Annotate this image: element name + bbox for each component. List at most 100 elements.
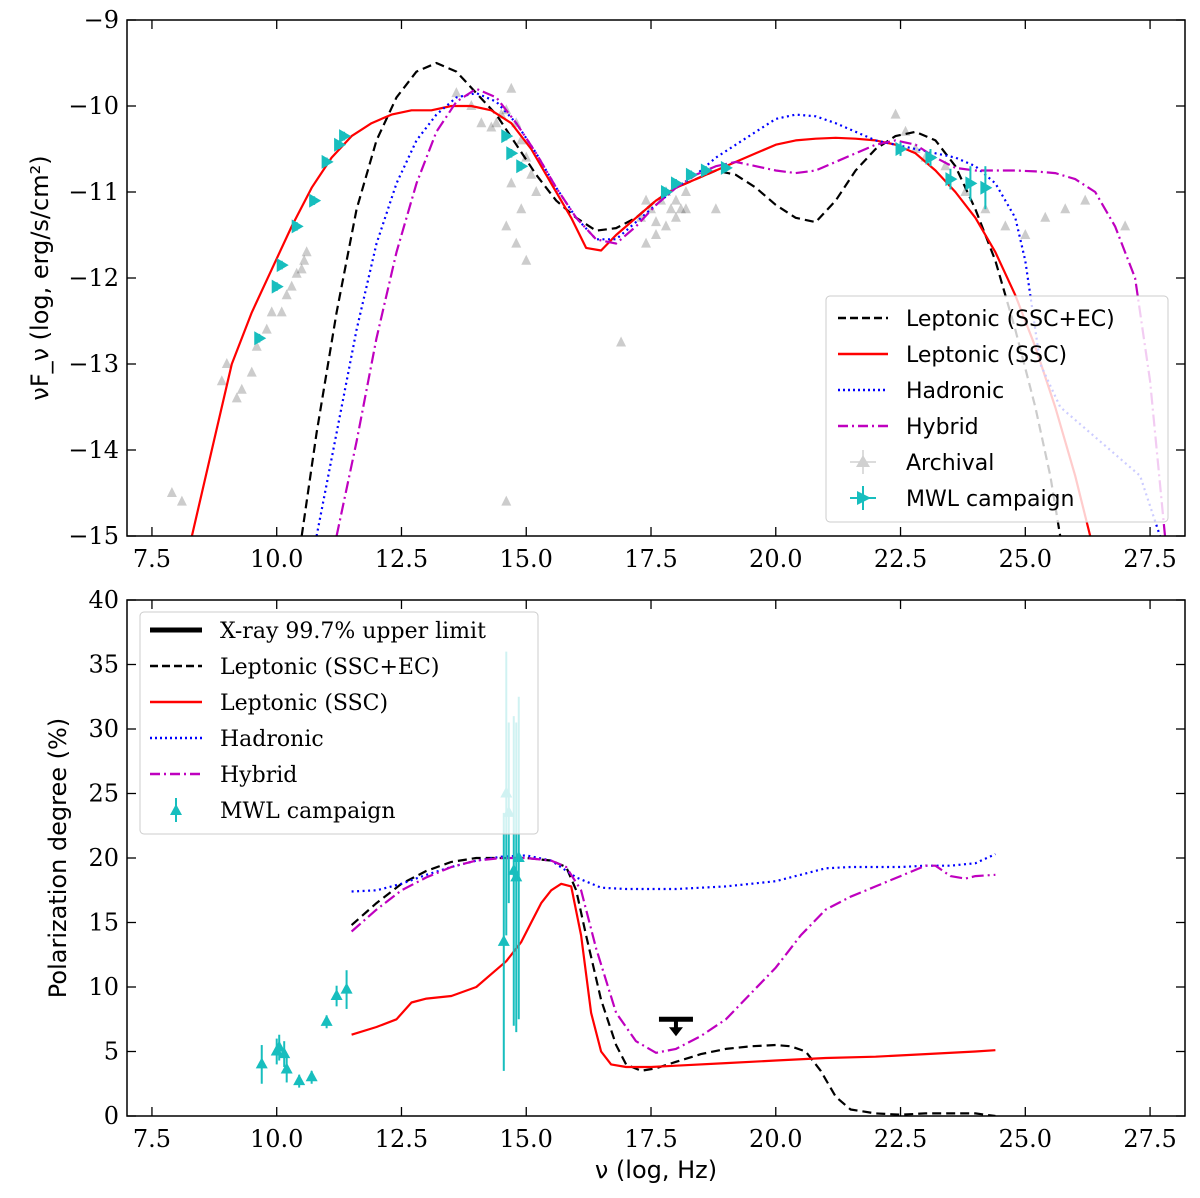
series-line-hadronic bbox=[351, 853, 996, 893]
archival-point bbox=[301, 246, 312, 257]
archival-point bbox=[890, 108, 901, 119]
upper-limit-marker bbox=[658, 1016, 693, 1037]
archival-point bbox=[176, 495, 187, 506]
legend-label-ssc: Leptonic (SSC) bbox=[220, 691, 388, 716]
series-line-hybrid bbox=[335, 87, 1167, 536]
mwl-point bbox=[720, 160, 733, 175]
mwl-point bbox=[670, 176, 683, 191]
mwl-point bbox=[980, 166, 993, 210]
mwl-point bbox=[506, 146, 519, 161]
archival-point bbox=[651, 216, 661, 227]
archival-point bbox=[1020, 229, 1031, 239]
y-tick-label: 35 bbox=[88, 651, 119, 679]
mwl-point bbox=[309, 193, 322, 208]
archival-point bbox=[491, 117, 502, 128]
polarization-y-axis-label: Polarization degree (%) bbox=[44, 718, 72, 998]
legend-label-mwl: MWL campaign bbox=[220, 799, 396, 824]
series-line-hybrid bbox=[350, 856, 996, 1054]
mwl-point bbox=[497, 812, 510, 1071]
mwl-point bbox=[293, 1074, 306, 1088]
mwl-point bbox=[291, 219, 304, 234]
sed-axis-ticks: 7.5 10.0 12.5 15.0 17.5 20.0 22.5 25.0 27.5 −15 −1… bbox=[68, 6, 1185, 573]
archival-point bbox=[1120, 220, 1131, 231]
archival-point bbox=[501, 220, 512, 231]
archival-point bbox=[451, 87, 462, 98]
mwl-point bbox=[280, 1056, 293, 1083]
x-tick-label: 17.5 bbox=[624, 545, 677, 573]
polarization-axis-ticks: 7.5 10.0 12.5 15.0 17.5 20.0 22.5 25.0 27.5 0 5 10 1… bbox=[88, 586, 1185, 1153]
y-tick-label: 30 bbox=[88, 715, 119, 743]
legend-label-hybrid: Hybrid bbox=[906, 415, 979, 440]
x-tick-label: 20.0 bbox=[749, 1125, 802, 1153]
x-tick-label: 27.5 bbox=[1123, 1125, 1176, 1153]
archival-point bbox=[670, 194, 681, 205]
legend-label-ssc-ec: Leptonic (SSC+EC) bbox=[906, 307, 1115, 332]
archival-point bbox=[246, 366, 257, 377]
archival-point bbox=[511, 237, 522, 248]
y-tick-label: 0 bbox=[104, 1102, 119, 1130]
archival-point bbox=[670, 211, 681, 222]
archival-point bbox=[660, 220, 671, 231]
legend-label-hadronic: Hadronic bbox=[906, 379, 1004, 404]
archival-points bbox=[166, 82, 1131, 506]
legend-label-upper-limit: X-ray 99.7% upper limit bbox=[220, 619, 486, 644]
mwl-point bbox=[685, 167, 698, 182]
archival-point bbox=[231, 392, 242, 403]
mwl-point bbox=[321, 154, 334, 169]
mwl-point bbox=[271, 279, 284, 294]
legend-label-archival: Archival bbox=[906, 451, 994, 476]
y-tick-label: 10 bbox=[88, 973, 119, 1001]
y-tick-label: −15 bbox=[68, 522, 119, 550]
legend-label-ssc-ec: Leptonic (SSC+EC) bbox=[220, 655, 439, 680]
xray-upper-limit bbox=[658, 1016, 693, 1037]
y-tick-label: 5 bbox=[104, 1038, 119, 1066]
archival-point bbox=[641, 194, 652, 205]
archival-point bbox=[710, 203, 721, 214]
archival-point bbox=[516, 203, 527, 214]
series-line-leptonic-ssc bbox=[190, 104, 1092, 536]
sed-mwl-points bbox=[254, 129, 993, 346]
archival-point bbox=[531, 186, 542, 196]
archival-point bbox=[680, 186, 691, 196]
archival-point bbox=[521, 254, 532, 265]
x-tick-label: 20.0 bbox=[749, 545, 802, 573]
mwl-point bbox=[895, 142, 908, 156]
archival-point bbox=[521, 151, 532, 162]
mwl-point bbox=[700, 163, 713, 178]
mwl-point bbox=[340, 970, 353, 1009]
x-tick-label: 25.0 bbox=[999, 1125, 1052, 1153]
x-tick-label: 27.5 bbox=[1123, 545, 1176, 573]
legend-label-ssc: Leptonic (SSC) bbox=[906, 343, 1067, 368]
archival-point bbox=[506, 177, 517, 188]
x-axis-label: ν (log, Hz) bbox=[595, 1156, 717, 1184]
y-tick-label: −12 bbox=[68, 264, 119, 292]
archival-point bbox=[1080, 194, 1091, 205]
archival-point bbox=[641, 237, 652, 248]
sed-y-axis-label: νF_ν (log, erg/s/cm²) bbox=[26, 155, 54, 400]
mwl-point bbox=[254, 331, 267, 346]
mwl-point bbox=[255, 1045, 268, 1084]
archival-point bbox=[236, 383, 247, 394]
archival-point bbox=[296, 263, 307, 274]
x-tick-label: 7.5 bbox=[133, 1125, 171, 1153]
x-tick-label: 12.5 bbox=[375, 545, 428, 573]
mwl-point bbox=[925, 149, 938, 167]
mwl-point bbox=[320, 1014, 333, 1029]
mwl-point bbox=[660, 185, 673, 199]
archival-point bbox=[651, 229, 661, 239]
x-tick-label: 7.5 bbox=[133, 545, 171, 573]
y-tick-label: −14 bbox=[68, 436, 119, 464]
polarization-panel: 7.5 10.0 12.5 15.0 17.5 20.0 22.5 25.0 27.5 0 5 10 1… bbox=[44, 586, 1186, 1184]
archival-point bbox=[516, 134, 527, 145]
x-tick-label: 10.0 bbox=[250, 1125, 303, 1153]
mwl-point bbox=[305, 1070, 318, 1084]
sed-legend: Leptonic (SSC+EC) Leptonic (SSC) Hadroni… bbox=[825, 295, 1169, 523]
legend-swatch-archival bbox=[850, 450, 876, 474]
archival-point bbox=[616, 336, 627, 347]
y-tick-label: 20 bbox=[88, 844, 119, 872]
x-tick-label: 22.5 bbox=[874, 1125, 927, 1153]
archival-point bbox=[506, 82, 517, 93]
legend-swatch-mwl bbox=[170, 798, 182, 822]
legend-label-mwl: MWL campaign bbox=[906, 487, 1074, 512]
